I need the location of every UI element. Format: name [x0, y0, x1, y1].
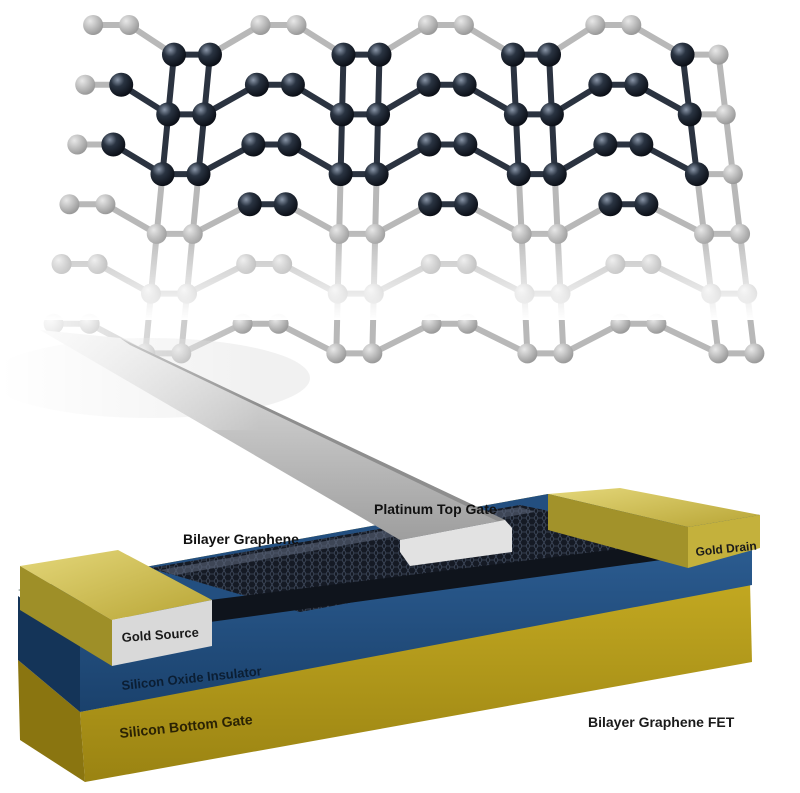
carbon-atom	[186, 162, 211, 187]
gold-drain-front	[688, 515, 760, 568]
carbon-atom	[744, 343, 765, 364]
carbon-atom	[539, 102, 564, 127]
carbon-atom	[593, 132, 618, 157]
carbon-atom	[418, 192, 443, 217]
carbon-atom	[95, 194, 116, 215]
carbon-atom	[684, 162, 709, 187]
carbon-atom	[453, 15, 474, 35]
label-gold-drain: Gold Drain	[695, 539, 757, 559]
carbon-atom	[273, 192, 298, 217]
carbon-atom	[330, 102, 355, 127]
carbon-atom	[250, 15, 271, 35]
fet-device	[0, 320, 760, 782]
carbon-atom	[150, 162, 175, 187]
silicon-left-face	[18, 660, 85, 782]
carbon-atom	[708, 44, 729, 65]
carbon-atom	[192, 102, 217, 127]
graphene-front	[210, 540, 690, 622]
carbon-atom	[286, 15, 307, 35]
carbon-atom	[109, 72, 134, 97]
carbon-atom	[621, 15, 642, 35]
carbon-atom	[585, 15, 606, 35]
carbon-atom	[634, 192, 659, 217]
carbon-atom	[453, 132, 478, 157]
carbon-atom	[367, 42, 392, 67]
gold-source-left	[20, 566, 112, 666]
carbon-atom	[553, 343, 574, 364]
carbon-bond	[275, 320, 340, 357]
carbon-atom	[537, 42, 562, 67]
beam-fade-overlay	[0, 320, 260, 430]
carbon-atom	[280, 72, 305, 97]
carbon-atom	[517, 343, 538, 364]
carbon-atom	[237, 192, 262, 217]
carbon-bond	[464, 320, 531, 357]
silicon-bottom-gate	[80, 582, 752, 782]
carbon-atom	[624, 72, 649, 97]
carbon-atom	[366, 102, 391, 127]
carbon-atom	[161, 42, 186, 67]
carbon-atom	[452, 72, 477, 97]
gold-source-top	[20, 550, 212, 620]
carbon-atom	[75, 74, 96, 95]
carbon-atom	[506, 162, 531, 187]
carbon-atom	[708, 343, 729, 364]
label-platinum-top-gate: Platinum Top Gate	[374, 501, 497, 517]
carbon-atom	[598, 192, 623, 217]
carbon-atom	[364, 162, 389, 187]
carbon-atom	[501, 42, 526, 67]
platinum-top-gate	[400, 520, 512, 566]
carbon-atom	[119, 15, 140, 35]
label-bilayer-graphene-fet: Bilayer Graphene FET	[588, 714, 735, 730]
carbon-atom	[417, 132, 442, 157]
silicon-oxide-insulator	[80, 540, 752, 712]
label-bilayer-graphene: Bilayer Graphene	[183, 531, 299, 547]
carbon-atom	[629, 132, 654, 157]
carbon-atom	[241, 132, 266, 157]
carbon-atom	[277, 132, 302, 157]
carbon-atom	[588, 72, 613, 97]
carbon-atom	[244, 72, 269, 97]
carbon-atom	[328, 162, 353, 187]
carbon-bond	[369, 320, 435, 357]
carbon-atom	[197, 42, 222, 67]
carbon-atom	[722, 164, 743, 185]
carbon-atom	[542, 162, 567, 187]
oxide-left-face	[18, 596, 80, 712]
carbon-atom	[156, 102, 181, 127]
gold-source-front	[112, 600, 212, 666]
carbon-atom	[677, 102, 702, 127]
carbon-atom	[416, 72, 441, 97]
gold-drain-left	[548, 494, 688, 568]
lattice-fade-overlay	[0, 230, 800, 320]
carbon-atom	[67, 134, 88, 155]
carbon-bond	[722, 111, 736, 178]
gold-drain-top	[548, 488, 760, 527]
carbon-atom	[417, 15, 438, 35]
carbon-atom	[59, 194, 80, 215]
carbon-atom	[670, 42, 695, 67]
carbon-atom	[83, 15, 104, 35]
label-gold-source: Gold Source	[121, 625, 199, 645]
carbon-bond	[560, 320, 624, 357]
carbon-atom	[331, 42, 356, 67]
carbon-bond	[729, 171, 744, 237]
carbon-bond	[715, 51, 729, 118]
carbon-atom	[326, 343, 347, 364]
carbon-atom	[503, 102, 528, 127]
carbon-atom	[362, 343, 383, 364]
carbon-atom	[715, 104, 736, 125]
carbon-atom	[454, 192, 479, 217]
carbon-atom	[101, 132, 126, 157]
carbon-bond	[653, 320, 722, 357]
